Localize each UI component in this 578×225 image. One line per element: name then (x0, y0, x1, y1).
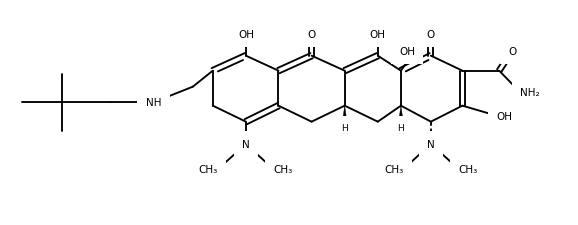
Text: CH₃: CH₃ (273, 164, 292, 174)
Text: OH: OH (370, 30, 386, 40)
Text: OH: OH (399, 46, 415, 56)
Text: CH₃: CH₃ (459, 164, 478, 174)
Text: OH: OH (238, 30, 254, 40)
Text: NH₂: NH₂ (520, 88, 540, 98)
Polygon shape (398, 106, 404, 128)
Text: CH₃: CH₃ (384, 164, 403, 174)
Text: O: O (508, 46, 517, 56)
Text: O: O (307, 30, 316, 40)
Text: NH: NH (146, 98, 161, 108)
Text: N: N (427, 139, 435, 149)
Polygon shape (342, 106, 348, 128)
Text: N: N (242, 139, 250, 149)
Text: H: H (342, 123, 348, 132)
Text: O: O (427, 30, 435, 40)
Text: OH: OH (497, 111, 513, 121)
Text: H: H (398, 123, 404, 132)
Text: CH₃: CH₃ (199, 164, 218, 174)
